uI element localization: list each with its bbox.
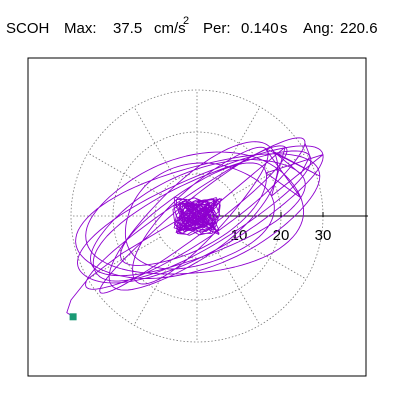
particle-motion-trace xyxy=(66,137,324,318)
motion-path xyxy=(66,137,324,318)
max-unit-exponent: 2 xyxy=(183,15,190,27)
period-value: 0.140 xyxy=(241,20,279,37)
max-value: 37.5 xyxy=(113,20,143,37)
period-label: Per: xyxy=(203,20,231,37)
grid-spoke-2 xyxy=(233,152,307,196)
max-label: Max: xyxy=(64,20,97,37)
plot-frame xyxy=(27,57,367,377)
marker-layer xyxy=(69,313,77,321)
station-code: SCOH xyxy=(6,20,50,37)
angle-value: 220.6 xyxy=(340,20,378,37)
x-tick-label-20: 20 xyxy=(273,227,290,244)
grid-spoke-6 xyxy=(87,152,161,196)
angle-label: Ang: xyxy=(303,20,334,37)
grid-spoke-9 xyxy=(133,252,177,326)
grid-spoke-5 xyxy=(133,106,177,180)
x-tick-label-30: 30 xyxy=(315,227,332,244)
grid-spoke-12 xyxy=(233,236,307,280)
end-point-marker xyxy=(69,313,77,321)
period-unit: s xyxy=(280,20,288,37)
grid-spoke-11 xyxy=(217,252,261,326)
max-unit: cm/s xyxy=(154,20,186,37)
header-bar: SCOH Max: 37.5 cm/s 2 Per: 0.140 s Ang: … xyxy=(0,16,400,42)
